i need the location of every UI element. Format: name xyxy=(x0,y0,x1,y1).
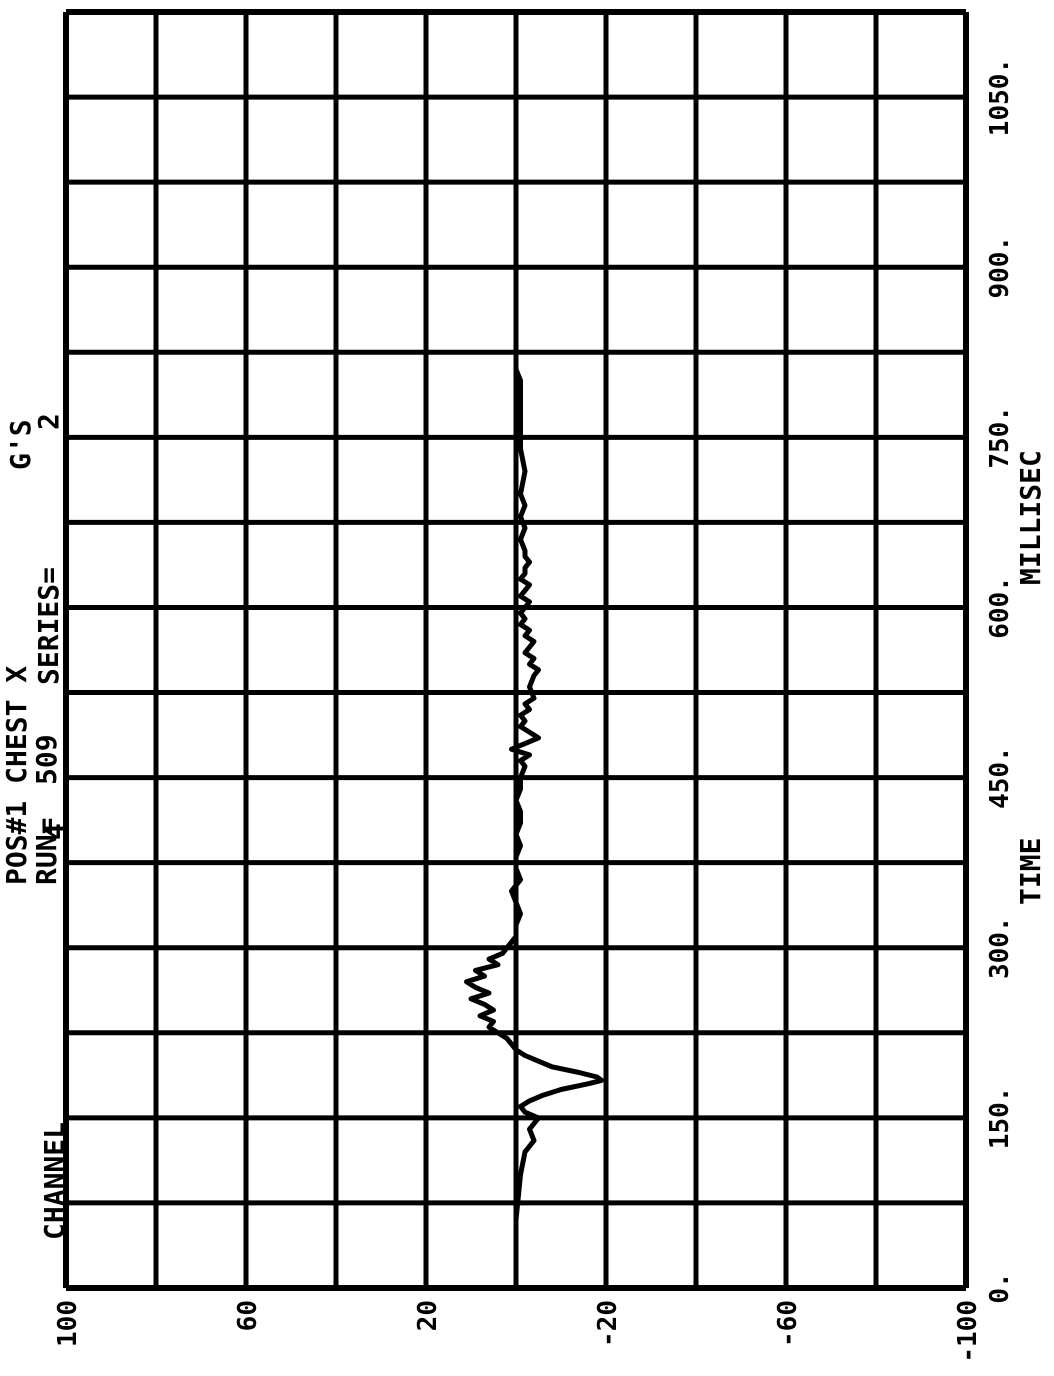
x-axis-title-left: TIME xyxy=(1014,838,1047,905)
x-tick-label: 1050. xyxy=(985,58,1015,136)
x-tick-label: 900. xyxy=(985,236,1015,299)
run-label: RUN= xyxy=(30,818,63,885)
y-tick-label: 20 xyxy=(413,1300,443,1331)
x-tick-labels: 0. 150. 300. 450. 600. 750. 900. 1050. xyxy=(985,58,1015,1304)
y-tick-label: -60 xyxy=(773,1300,803,1347)
x-tick-label: 750. xyxy=(985,406,1015,469)
x-tick-label: 150. xyxy=(985,1087,1015,1150)
grid xyxy=(63,9,969,1291)
y-tick-label: -100 xyxy=(953,1300,983,1363)
x-axis-title-right: MILLISEC xyxy=(1014,450,1047,585)
run-value: 509 xyxy=(30,734,63,785)
x-tick-label: 600. xyxy=(985,576,1015,639)
series-line-0 xyxy=(464,366,604,1291)
series-value: 2 xyxy=(32,413,65,430)
y-tick-label: 100 xyxy=(53,1300,83,1347)
channel-label: CHANNEL xyxy=(38,1122,71,1240)
header-line-1: CHANNEL 4 RUN= 509 SERIES= 2 xyxy=(30,413,71,1240)
series-label: SERIES= xyxy=(32,567,65,685)
x-tick-label: 450. xyxy=(985,746,1015,809)
series-layer xyxy=(464,366,604,1291)
y-tick-label: -20 xyxy=(593,1300,623,1347)
y-tick-labels: 100 60 20 -20 -60 -100 xyxy=(53,1300,983,1363)
x-tick-label: 0. xyxy=(985,1272,1015,1303)
channel-name: POS#1 CHEST X xyxy=(0,666,33,885)
x-tick-label: 300. xyxy=(985,916,1015,979)
header-line-2: POS#1 CHEST X G'S xyxy=(0,419,37,885)
units-label: G'S xyxy=(4,419,37,470)
channel-value: 4 xyxy=(38,823,71,840)
x-axis-title: TIME MILLISEC xyxy=(1014,450,1047,905)
y-tick-label: 60 xyxy=(233,1300,263,1331)
